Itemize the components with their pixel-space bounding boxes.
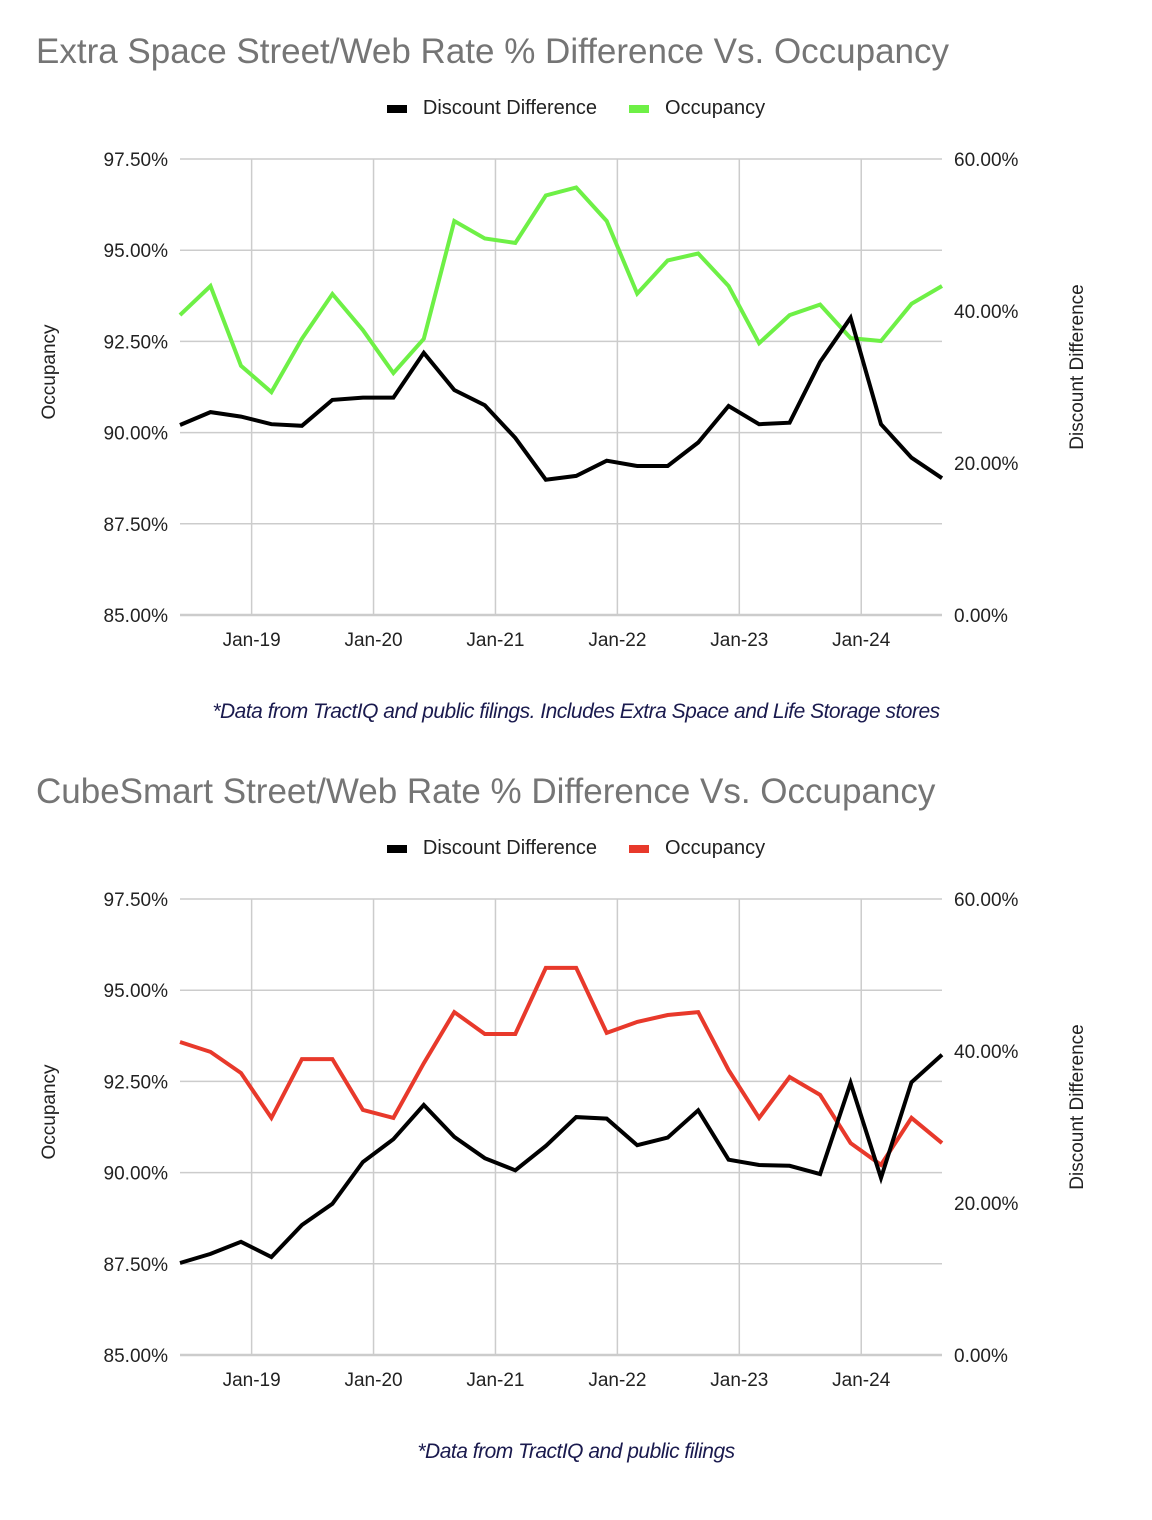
y-right-tick-label: 40.00%	[954, 1042, 1019, 1063]
legend-item-discount-difference[interactable]: Discount Difference	[386, 97, 598, 120]
x-tick-label: Jan-20	[344, 1370, 402, 1391]
y-left-tick-label: 87.50%	[104, 515, 169, 536]
y-left-tick-label: 92.50%	[104, 1072, 169, 1093]
x-tick-label: Jan-19	[223, 630, 281, 651]
y-right-axis-title: Discount Difference	[1067, 284, 1088, 449]
legend-item-occupancy[interactable]: Occupancy	[629, 97, 765, 120]
legend-item-discount-difference[interactable]: Discount Difference	[386, 837, 598, 860]
x-tick-label: Jan-20	[344, 630, 402, 651]
y-left-tick-label: 90.00%	[104, 1164, 169, 1185]
legend-label: Discount Difference	[422, 837, 598, 859]
x-tick-label: Jan-24	[832, 630, 891, 651]
y-left-tick-label: 92.50%	[104, 332, 169, 353]
y-left-tick-label: 95.00%	[104, 981, 169, 1002]
y-right-tick-label: 60.00%	[954, 890, 1019, 911]
legend-swatch-discount	[386, 844, 407, 853]
y-right-axis-title: Discount Difference	[1067, 1024, 1088, 1189]
legend: Discount Difference Occupancy	[0, 837, 1152, 860]
chart-cubesmart: CubeSmart Street/Web Rate % Difference V…	[0, 740, 1152, 1520]
y-left-tick-label: 95.00%	[104, 241, 169, 262]
series-line-discount-difference	[179, 313, 944, 482]
y-left-tick-label: 90.00%	[104, 424, 169, 445]
series-line-occupancy	[178, 185, 944, 396]
y-left-tick-label: 97.50%	[104, 890, 169, 911]
plot-area: 97.50% 95.00% 92.50% 90.00% 87.50% 85.00% 60.0…	[39, 890, 1088, 1391]
chart-extra-space: Extra Space Street/Web Rate % Difference…	[0, 0, 1152, 740]
y-right-tick-label: 0.00%	[954, 606, 1008, 627]
x-tick-label: Jan-22	[588, 1370, 646, 1391]
x-tick-label: Jan-21	[466, 630, 524, 651]
y-right-tick-label: 0.00%	[954, 1346, 1008, 1367]
y-left-tick-label: 87.50%	[104, 1255, 169, 1276]
footnote: *Data from TractIQ and public filings	[417, 1440, 735, 1463]
legend-label: Occupancy	[665, 97, 766, 119]
y-right-tick-label: 60.00%	[954, 150, 1019, 171]
y-left-axis-title: Occupancy	[39, 324, 60, 420]
legend-swatch-occupancy	[629, 844, 650, 853]
chart-title: Extra Space Street/Web Rate % Difference…	[36, 32, 950, 71]
x-tick-label: Jan-21	[466, 1370, 524, 1391]
y-right-tick-label: 20.00%	[954, 454, 1019, 475]
legend-label: Discount Difference	[422, 97, 598, 119]
x-tick-label: Jan-23	[710, 630, 768, 651]
legend-label: Occupancy	[665, 837, 766, 859]
legend-swatch-occupancy	[629, 104, 650, 113]
series-line-occupancy	[179, 965, 944, 1168]
x-tick-label: Jan-19	[223, 1370, 281, 1391]
y-left-axis-title: Occupancy	[39, 1064, 60, 1160]
x-tick-label: Jan-23	[710, 1370, 768, 1391]
legend-item-occupancy[interactable]: Occupancy	[629, 837, 765, 860]
x-tick-label: Jan-22	[588, 630, 646, 651]
footnote: *Data from TractIQ and public filings. I…	[212, 700, 940, 723]
y-right-tick-label: 20.00%	[954, 1194, 1019, 1215]
series-line-discount-difference	[179, 1053, 944, 1265]
y-left-tick-label: 97.50%	[104, 150, 169, 171]
y-right-tick-label: 40.00%	[954, 302, 1019, 323]
y-left-tick-label: 85.00%	[104, 606, 169, 627]
legend-swatch-discount	[386, 104, 407, 113]
x-tick-label: Jan-24	[832, 1370, 891, 1391]
plot-area: 97.50% 95.00% 92.50% 90.00% 87.50% 85.00% 60.0…	[39, 150, 1088, 651]
legend: Discount Difference Occupancy	[0, 97, 1152, 120]
y-left-tick-label: 85.00%	[104, 1346, 169, 1367]
chart-title: CubeSmart Street/Web Rate % Difference V…	[36, 772, 936, 811]
